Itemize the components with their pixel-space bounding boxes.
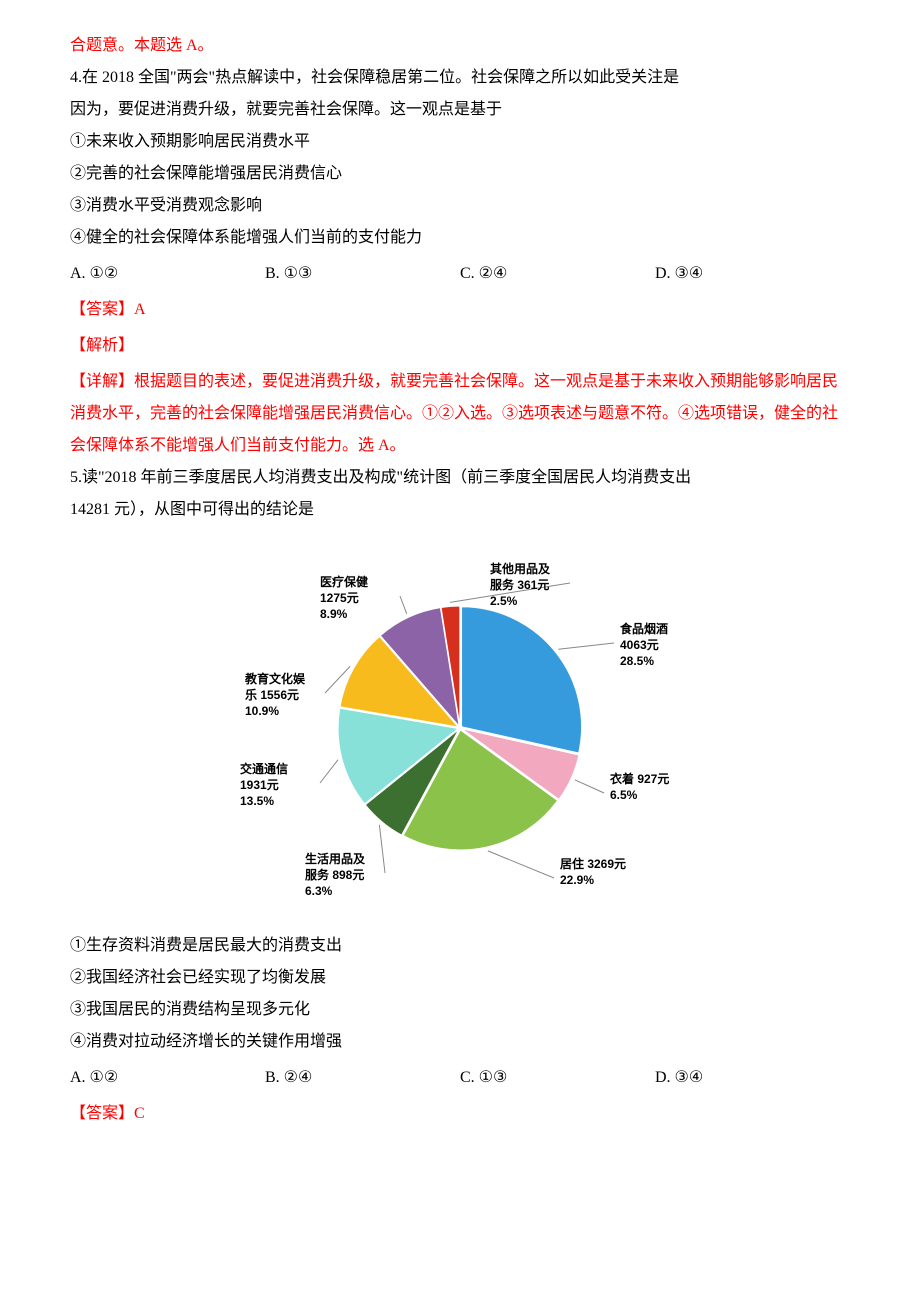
pie-label: 教育文化娱 bbox=[244, 671, 306, 686]
q4-choice-c: C. ②④ bbox=[460, 258, 655, 290]
pie-label: 10.9% bbox=[245, 704, 279, 718]
q5-opt4: ④消费对拉动经济增长的关键作用增强 bbox=[70, 1026, 850, 1058]
leader-line bbox=[400, 596, 407, 614]
pie-label: 28.5% bbox=[620, 654, 654, 668]
pie-label: 服务 361元 bbox=[490, 577, 549, 592]
pie-label: 2.5% bbox=[490, 594, 518, 608]
pie-label: 8.9% bbox=[320, 607, 348, 621]
q4-choices: A. ①② B. ①③ C. ②④ D. ③④ bbox=[70, 258, 850, 290]
q4-detail: 【详解】根据题目的表述，要促进消费升级，就要完善社会保障。这一观点是基于未来收入… bbox=[70, 366, 850, 462]
leader-line bbox=[575, 780, 604, 793]
leader-line bbox=[558, 643, 614, 649]
q4-analysis-label: 【解析】 bbox=[70, 330, 850, 362]
pie-label: 生活用品及 bbox=[305, 851, 366, 866]
leader-line bbox=[488, 851, 554, 878]
pie-chart-container: 食品烟酒 4063元 28.5% 衣着 927元 6.5% 居住 3269元 22.9% 生活… bbox=[70, 538, 850, 918]
q5-choice-c: C. ①③ bbox=[460, 1062, 655, 1094]
pie-label: 6.5% bbox=[610, 788, 638, 802]
q4-opt2: ②完善的社会保障能增强居民消费信心 bbox=[70, 158, 850, 190]
pie-label: 1931元 bbox=[240, 778, 279, 792]
q4-stem1-text: 在 2018 全国"两会"热点解读中，社会保障稳居第二位。社会保障之所以如此受关… bbox=[82, 69, 679, 86]
pie-label: 22.9% bbox=[560, 873, 594, 887]
pie-label: 6.3% bbox=[305, 884, 333, 898]
pie-slice bbox=[462, 607, 582, 753]
pie-label: 居住 3269元 bbox=[560, 856, 626, 871]
q5-choices: A. ①② B. ②④ C. ①③ D. ③④ bbox=[70, 1062, 850, 1094]
q5-stem-line1: 5.读"2018 年前三季度居民人均消费支出及构成"统计图（前三季度全国居民人均… bbox=[70, 462, 850, 494]
q4-choice-b: B. ①③ bbox=[265, 258, 460, 290]
leader-line bbox=[379, 825, 385, 873]
q4-opt4: ④健全的社会保障体系能增强人们当前的支付能力 bbox=[70, 222, 850, 254]
q5-opt1: ①生存资料消费是居民最大的消费支出 bbox=[70, 930, 850, 962]
q5-number: 5. bbox=[70, 469, 82, 486]
pie-label: 其他用品及 bbox=[490, 561, 551, 576]
pie-label: 医疗保健 bbox=[320, 574, 369, 589]
q4-opt3: ③消费水平受消费观念影响 bbox=[70, 190, 850, 222]
q4-stem-line1: 4.在 2018 全国"两会"热点解读中，社会保障稳居第二位。社会保障之所以如此… bbox=[70, 62, 850, 94]
pie-label: 食品烟酒 bbox=[619, 621, 668, 636]
q5-opt2: ②我国经济社会已经实现了均衡发展 bbox=[70, 962, 850, 994]
pie-label: 13.5% bbox=[240, 794, 274, 808]
q5-opt3: ③我国居民的消费结构呈现多元化 bbox=[70, 994, 850, 1026]
q4-number: 4. bbox=[70, 69, 82, 86]
q5-choice-a: A. ①② bbox=[70, 1062, 265, 1094]
q5-answer: 【答案】C bbox=[70, 1098, 850, 1130]
q4-choice-a: A. ①② bbox=[70, 258, 265, 290]
q5-stem-line2: 14281 元），从图中可得出的结论是 bbox=[70, 494, 850, 526]
q4-opt1: ①未来收入预期影响居民消费水平 bbox=[70, 126, 850, 158]
pie-label: 4063元 bbox=[620, 638, 659, 652]
pie-label: 服务 898元 bbox=[305, 867, 364, 882]
q4-stem-line2: 因为，要促进消费升级，就要完善社会保障。这一观点是基于 bbox=[70, 94, 850, 126]
pie-chart: 食品烟酒 4063元 28.5% 衣着 927元 6.5% 居住 3269元 22.9% 生活… bbox=[190, 538, 730, 918]
leader-line bbox=[320, 760, 338, 783]
q5-stem1-text: 读"2018 年前三季度居民人均消费支出及构成"统计图（前三季度全国居民人均消费… bbox=[82, 469, 691, 486]
pie-label: 交通通信 bbox=[240, 761, 288, 776]
q4-choice-d: D. ③④ bbox=[655, 258, 850, 290]
q5-choice-d: D. ③④ bbox=[655, 1062, 850, 1094]
prev-answer-tail: 合题意。本题选 A。 bbox=[70, 30, 850, 62]
pie-label: 衣着 927元 bbox=[610, 771, 669, 786]
pie-label: 乐 1556元 bbox=[245, 687, 299, 702]
q4-answer: 【答案】A bbox=[70, 294, 850, 326]
q5-choice-b: B. ②④ bbox=[265, 1062, 460, 1094]
pie-label: 1275元 bbox=[320, 591, 359, 605]
